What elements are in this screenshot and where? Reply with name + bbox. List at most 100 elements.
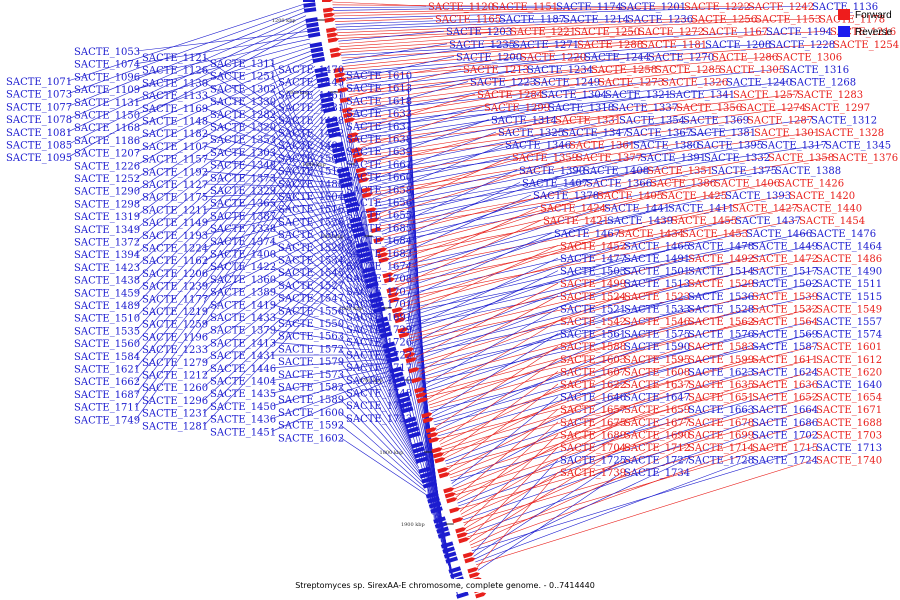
reverse-gene-label[interactable]: SACTE_1484 <box>278 141 344 152</box>
reverse-gene-label[interactable]: SACTE_1701 <box>346 300 412 311</box>
reverse-gene-label[interactable]: SACTE_1445 <box>278 78 344 89</box>
reverse-gene-label[interactable]: SACTE_1459 <box>74 288 140 299</box>
reverse-gene-label[interactable]: SACTE_1491 <box>624 254 690 265</box>
reverse-gene-label[interactable]: SACTE_1162 <box>142 256 208 267</box>
forward-gene-label[interactable]: SACTE_1306 <box>776 52 842 63</box>
forward-gene-label[interactable]: SACTE_1216 <box>830 27 896 38</box>
forward-gene-label[interactable]: SACTE_1678 <box>688 418 754 429</box>
forward-gene-label[interactable]: SACTE_1242 <box>748 2 814 13</box>
forward-gene-label[interactable]: SACTE_1305 <box>719 65 785 76</box>
forward-gene-label[interactable]: SACTE_1486 <box>816 254 882 265</box>
reverse-gene-label[interactable]: SACTE_1219 <box>142 307 208 318</box>
forward-gene-label[interactable]: SACTE_1283 <box>797 90 863 101</box>
reverse-gene-label[interactable]: SACTE_1381 <box>690 128 756 139</box>
reverse-gene-label[interactable]: SACTE_1175 <box>142 193 208 204</box>
forward-gene-label[interactable]: SACTE_1285 <box>655 65 721 76</box>
forward-gene-label[interactable]: SACTE_1612 <box>816 355 882 366</box>
reverse-gene-label[interactable]: SACTE_1513 <box>624 279 690 290</box>
reverse-gene-label[interactable]: SACTE_1501 <box>624 267 690 278</box>
reverse-gene-label[interactable]: SACTE_1389 <box>210 288 276 299</box>
reverse-gene-label[interactable]: SACTE_1121 <box>142 53 208 64</box>
reverse-gene-label[interactable]: SACTE_1727 <box>624 456 690 467</box>
forward-gene-label[interactable]: SACTE_1421 <box>543 216 609 227</box>
reverse-gene-label[interactable]: SACTE_1435 <box>210 389 276 400</box>
reverse-gene-label[interactable]: SACTE_1722 <box>346 350 412 361</box>
forward-gene-label[interactable]: SACTE_1492 <box>688 254 754 265</box>
reverse-gene-label[interactable]: SACTE_1077 <box>6 102 72 113</box>
reverse-gene-label[interactable]: SACTE_1512 <box>278 167 344 178</box>
reverse-gene-label[interactable]: SACTE_1187 <box>499 15 565 26</box>
reverse-gene-label[interactable]: SACTE_1298 <box>74 199 140 210</box>
reverse-gene-label[interactable]: SACTE_1200 <box>456 52 522 63</box>
reverse-gene-label[interactable]: SACTE_1640 <box>816 380 882 391</box>
forward-gene-label[interactable]: SACTE_1611 <box>752 355 818 366</box>
reverse-gene-label[interactable]: SACTE_1466 <box>746 229 812 240</box>
reverse-gene-label[interactable]: SACTE_1489 <box>74 301 140 312</box>
reverse-gene-label[interactable]: SACTE_1515 <box>816 292 882 303</box>
reverse-gene-label[interactable]: SACTE_1521 <box>560 304 626 315</box>
reverse-gene-label[interactable]: SACTE_1664 <box>752 405 818 416</box>
reverse-gene-label[interactable]: SACTE_1078 <box>6 115 72 126</box>
forward-gene-label[interactable]: SACTE_1608 <box>624 367 690 378</box>
reverse-gene-label[interactable]: SACTE_1354 <box>619 115 685 126</box>
reverse-gene-label[interactable]: SACTE_1234 <box>527 65 593 76</box>
reverse-gene-label[interactable]: SACTE_1467 <box>554 229 620 240</box>
forward-gene-label[interactable]: SACTE_1688 <box>816 418 882 429</box>
reverse-gene-label[interactable]: SACTE_1563 <box>278 332 344 343</box>
forward-gene-label[interactable]: SACTE_1529 <box>688 279 754 290</box>
reverse-gene-label[interactable]: SACTE_1244 <box>584 52 650 63</box>
forward-gene-label[interactable]: SACTE_1739 <box>560 468 626 479</box>
reverse-gene-label[interactable]: SACTE_1656 <box>346 198 412 209</box>
reverse-gene-label[interactable]: SACTE_1573 <box>278 370 344 381</box>
reverse-gene-label[interactable]: SACTE_1514 <box>688 267 754 278</box>
forward-gene-label[interactable]: SACTE_1654 <box>816 393 882 404</box>
reverse-gene-label[interactable]: SACTE_1279 <box>142 358 208 369</box>
reverse-gene-label[interactable]: SACTE_1726 <box>346 338 412 349</box>
reverse-gene-label[interactable]: SACTE_1431 <box>210 351 276 362</box>
forward-gene-label[interactable]: SACTE_1532 <box>752 304 818 315</box>
reverse-gene-label[interactable]: SACTE_1186 <box>74 136 140 147</box>
forward-gene-label[interactable]: SACTE_1635 <box>688 380 754 391</box>
reverse-gene-label[interactable]: SACTE_1535 <box>74 326 140 337</box>
reverse-gene-label[interactable]: SACTE_1449 <box>752 241 818 252</box>
forward-gene-label[interactable]: SACTE_1690 <box>624 430 690 441</box>
forward-gene-label[interactable]: SACTE_1386 <box>650 178 716 189</box>
reverse-gene-label[interactable]: SACTE_1748 <box>346 389 412 400</box>
reverse-gene-label[interactable]: SACTE_1517 <box>752 267 818 278</box>
reverse-gene-label[interactable]: SACTE_1533 <box>624 304 690 315</box>
reverse-gene-label[interactable]: SACTE_1655 <box>346 211 412 222</box>
reverse-gene-label[interactable]: SACTE_1707 <box>346 287 412 298</box>
reverse-gene-label[interactable]: SACTE_1212 <box>142 371 208 382</box>
reverse-gene-label[interactable]: SACTE_1561 <box>560 330 626 341</box>
reverse-gene-label[interactable]: SACTE_1388 <box>775 166 841 177</box>
reverse-gene-label[interactable]: SACTE_1192 <box>142 167 208 178</box>
forward-gene-label[interactable]: SACTE_1405 <box>597 191 663 202</box>
reverse-gene-label[interactable]: SACTE_1223 <box>470 78 536 89</box>
reverse-gene-label[interactable]: SACTE_1702 <box>752 430 818 441</box>
reverse-gene-label[interactable]: SACTE_1579 <box>278 357 344 368</box>
reverse-gene-label[interactable]: SACTE_1450 <box>210 402 276 413</box>
reverse-gene-label[interactable]: SACTE_1556 <box>278 306 344 317</box>
reverse-gene-label[interactable]: SACTE_1318 <box>548 103 614 114</box>
reverse-gene-label[interactable]: SACTE_1498 <box>278 116 344 127</box>
reverse-gene-label[interactable]: SACTE_1436 <box>210 415 276 426</box>
reverse-gene-label[interactable]: SACTE_1407 <box>522 178 588 189</box>
forward-gene-label[interactable]: SACTE_1671 <box>816 405 882 416</box>
reverse-gene-label[interactable]: SACTE_1214 <box>563 15 629 26</box>
reverse-gene-label[interactable]: SACTE_1303 <box>210 148 276 159</box>
reverse-gene-label[interactable]: SACTE_1349 <box>74 225 140 236</box>
reverse-gene-label[interactable]: SACTE_1481 <box>278 103 344 114</box>
forward-gene-label[interactable]: SACTE_1256 <box>691 15 757 26</box>
reverse-gene-label[interactable]: SACTE_1201 <box>620 2 686 13</box>
forward-gene-label[interactable]: SACTE_1740 <box>816 456 882 467</box>
reverse-gene-label[interactable]: SACTE_1169 <box>142 104 208 115</box>
reverse-gene-label[interactable]: SACTE_1613 <box>346 84 412 95</box>
reverse-gene-label[interactable]: SACTE_1600 <box>278 408 344 419</box>
reverse-gene-label[interactable]: SACTE_1338 <box>210 224 276 235</box>
reverse-gene-label[interactable]: SACTE_1686 <box>752 418 818 429</box>
reverse-gene-label[interactable]: SACTE_1193 <box>142 231 208 242</box>
reverse-gene-label[interactable]: SACTE_1520 <box>278 243 344 254</box>
reverse-gene-label[interactable]: SACTE_1733 <box>346 414 412 425</box>
reverse-gene-label[interactable]: SACTE_1502 <box>752 279 818 290</box>
reverse-gene-label[interactable]: SACTE_1136 <box>812 2 878 13</box>
